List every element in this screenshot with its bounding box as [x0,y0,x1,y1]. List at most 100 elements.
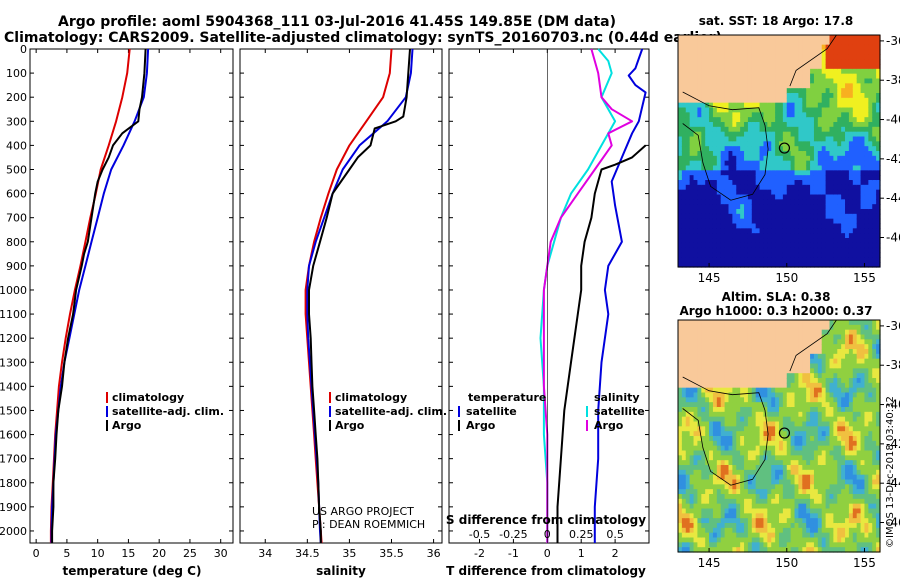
map-cell [744,329,749,336]
map-cell [864,68,869,75]
map-cell [817,523,823,529]
map-cell [740,498,745,505]
map-cell [689,334,695,340]
map-cell [771,102,776,109]
map-cell [845,44,850,51]
map-cell [747,59,753,65]
map-cell [763,339,768,345]
map-cell [786,498,792,505]
map-cell [681,508,687,514]
map-cell [806,387,811,394]
map-cell [876,247,881,254]
map-cell [716,537,722,543]
map-cell [802,247,807,254]
map-cell [806,83,811,89]
map-cell [759,141,765,147]
map-cell [821,83,827,89]
map-cell [817,209,823,215]
map-cell [767,93,772,99]
map-cell [747,387,753,394]
map-cell [763,73,768,80]
map-cell [678,320,683,326]
map-cell [720,363,726,369]
map-cell [845,141,850,147]
map-cell [845,160,850,167]
map-cell [678,547,683,553]
map-cell [751,151,757,157]
map-cell [775,107,780,113]
map-cell [701,387,706,394]
map-cell [701,518,706,524]
map-cell [798,252,803,258]
map-cell [712,112,718,118]
map-cell [763,484,768,490]
map-cell [868,93,873,99]
map-cell [716,146,722,152]
map-cell [759,59,765,65]
map-cell [810,83,815,89]
map-cell [794,107,800,113]
map-cell [763,102,768,109]
map-cell [705,373,710,379]
map-cell [736,165,741,171]
map-cell [709,537,714,543]
map-cell [779,465,784,471]
map-cell [837,228,842,234]
map-cell [763,329,768,336]
map-cell [681,160,687,167]
map-cell [806,373,811,379]
map-cell [689,73,695,80]
map-cell [720,344,726,350]
map-cell [751,199,757,205]
map-cell [697,49,702,55]
map-cell [736,440,741,447]
map-cell [833,547,838,553]
map-cell [806,532,811,539]
map-cell [712,247,718,254]
map-cell [833,353,838,360]
map-cell [755,44,761,51]
map-cell [755,334,761,340]
map-cell [852,532,858,539]
map-cell [685,392,691,398]
map-cell [802,363,807,369]
map-cell [693,329,699,336]
map-cell [697,329,702,336]
map-cell [751,513,757,519]
map-cell [678,257,683,263]
map-cell [868,189,873,196]
map-cell [833,252,838,258]
map-cell [786,378,792,384]
map-cell [779,83,784,89]
map-cell [681,479,687,485]
map-cell [810,436,815,442]
map-cell [724,450,730,456]
map-cell [689,479,695,485]
map-cell [771,126,776,133]
map-cell [860,49,866,55]
map-cell [775,382,780,389]
map-cell [790,469,796,476]
map-cell [786,436,792,442]
map-cell [763,518,768,524]
map-cell [775,64,780,70]
map-cell [685,421,691,427]
map-cell [806,126,811,133]
map-cell [744,35,749,41]
map-cell [779,93,784,99]
map-cell [732,445,737,452]
map-cell [821,498,827,505]
map-cell [860,165,866,171]
map-cell [845,455,850,461]
map-cell [841,537,846,543]
map-cell [786,465,792,471]
map-cell [759,397,765,403]
map-cell [740,131,745,138]
map-cell [876,257,881,263]
map-cell [744,542,749,548]
map-cell [678,518,683,524]
map-cell [825,484,831,490]
map-cell [720,218,726,225]
map-cell [716,378,722,384]
map-cell [802,117,807,123]
